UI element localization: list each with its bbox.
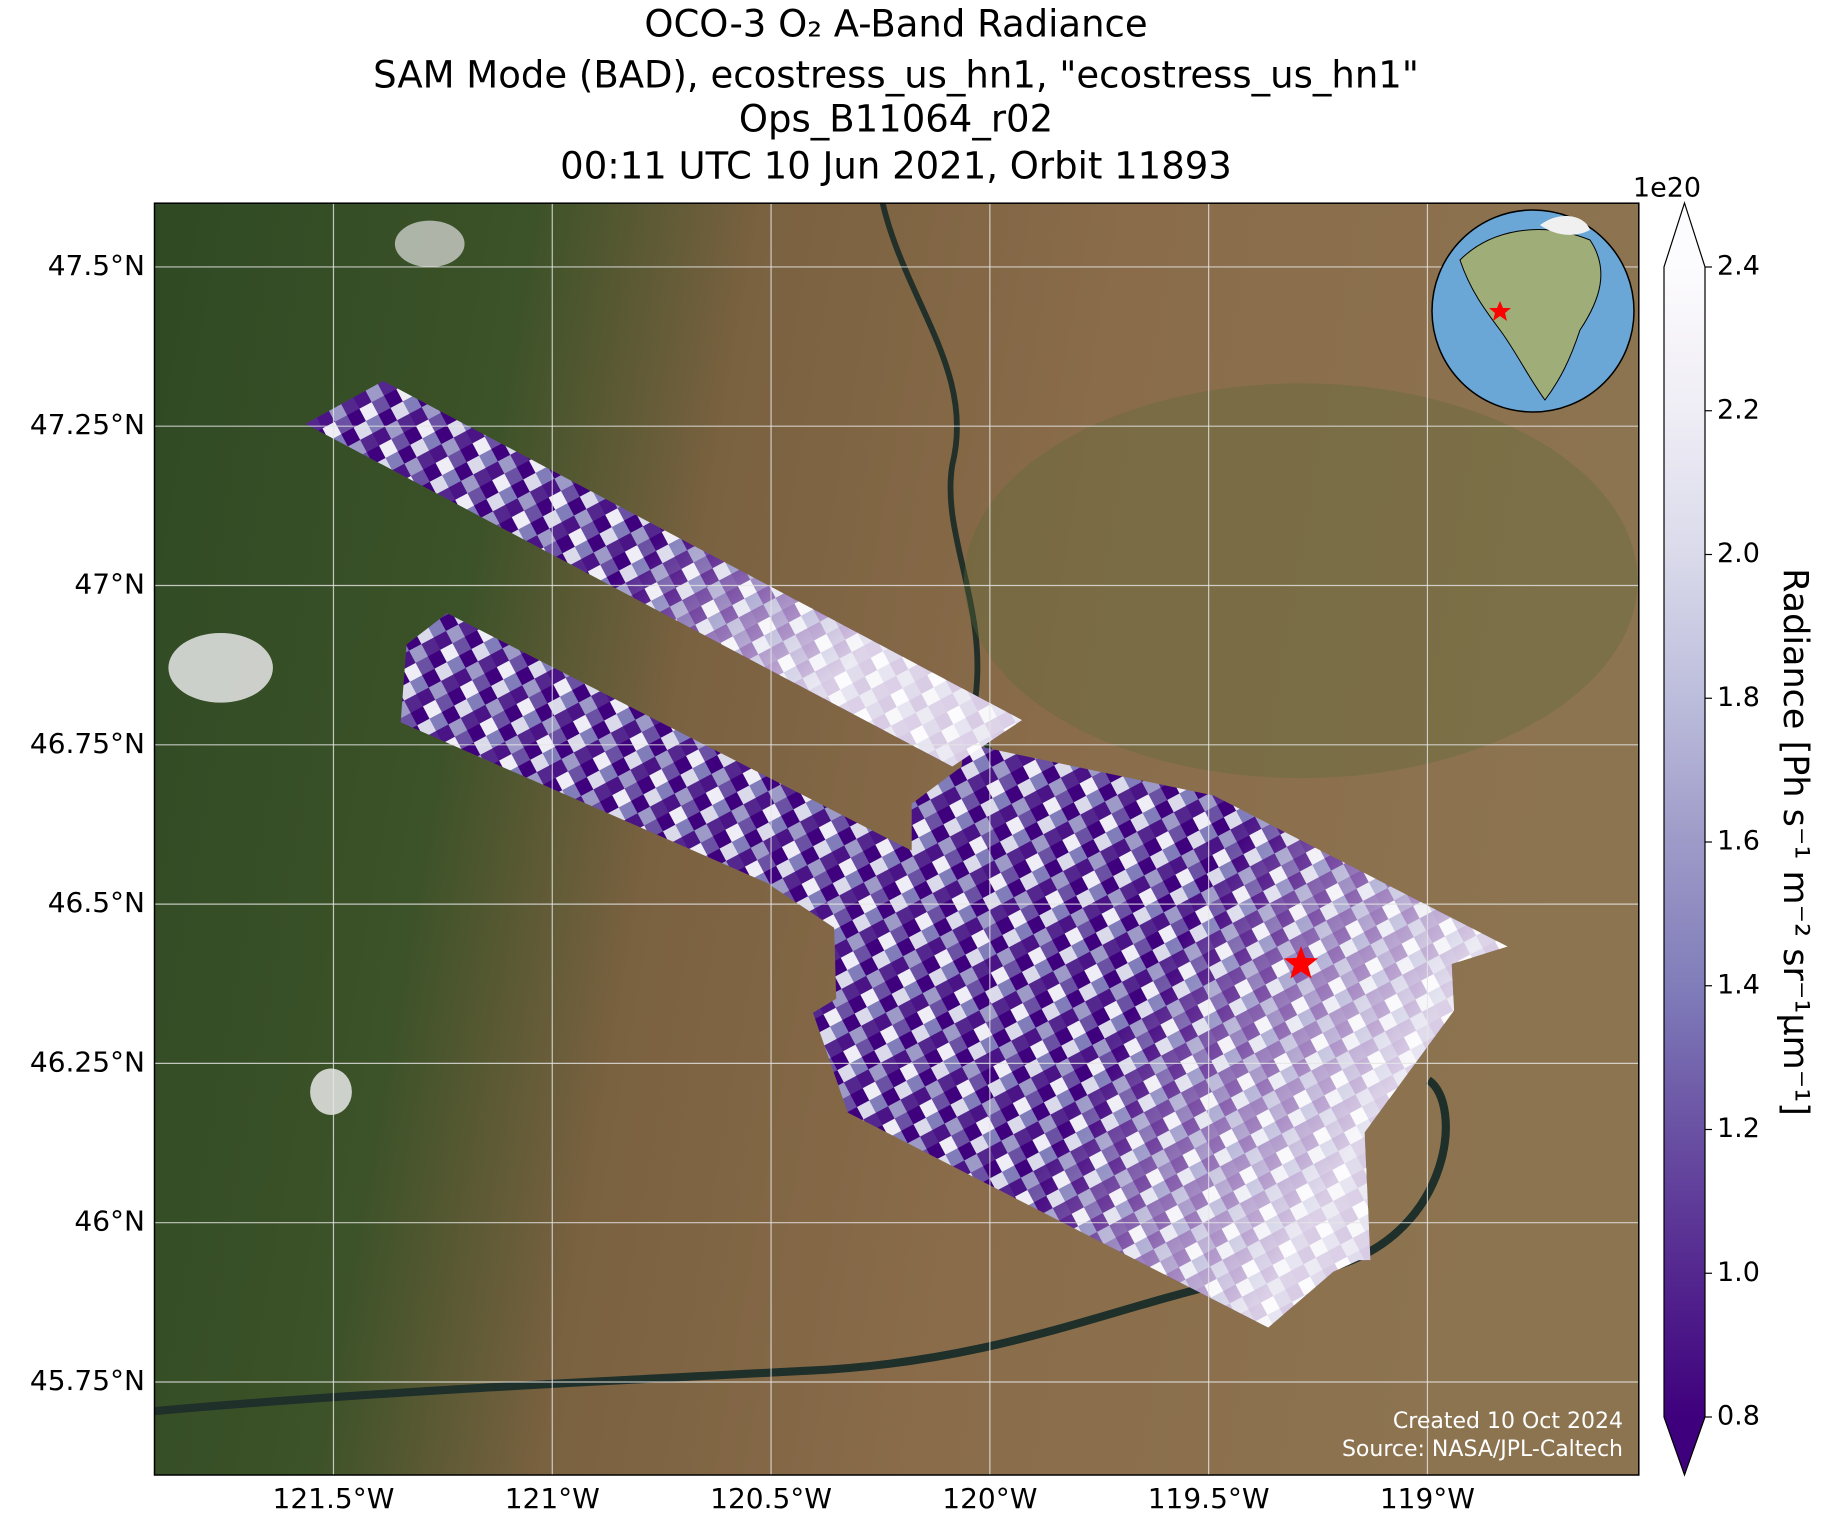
swaths — [305, 380, 1508, 1328]
title-line: 00:11 UTC 10 Jun 2021, Orbit 11893 — [560, 145, 1232, 188]
y-tick-label: 46.25°N — [30, 1045, 145, 1078]
x-tick-label: 119°W — [1380, 1482, 1475, 1515]
y-tick-label: 46°N — [74, 1205, 145, 1238]
title-line: OCO-3 O₂ A-Band Radiance — [644, 3, 1147, 46]
title-line: Ops_B11064_r02 — [739, 98, 1053, 141]
colorbar-label: Radiance [Ph s⁻¹ m⁻² sr⁻¹µm⁻¹] — [1775, 568, 1815, 1116]
colorbar-tick-label: 0.8 — [1717, 1401, 1760, 1432]
x-tick-label: 120°W — [942, 1482, 1037, 1515]
x-tick-label: 120.5°W — [710, 1482, 832, 1515]
colorbar-tick-label: 1.6 — [1717, 826, 1760, 857]
x-tick-label: 121.5°W — [273, 1482, 395, 1515]
credit: Created 10 Oct 2024 — [1393, 1409, 1623, 1434]
colorbar: 0.8 1.0 1.2 1.4 1.6 1.8 2.0 2.2 2.4 1e20 Radiance … — [1633, 173, 1815, 1477]
colorbar-tick-label: 1.0 — [1717, 1257, 1760, 1288]
colorbar-tick-label: 2.2 — [1717, 394, 1760, 425]
y-tick-label: 46.75°N — [30, 727, 145, 760]
map — [154, 203, 1639, 1476]
y-tick-label: 47.5°N — [48, 249, 145, 282]
colorbar-gradient — [1664, 267, 1705, 1417]
y-tick-label: 47.25°N — [30, 408, 145, 441]
colorbar-tick-label: 2.0 — [1717, 538, 1760, 569]
x-tick-label: 119.5°W — [1148, 1482, 1270, 1515]
colorbar-tick-label: 2.4 — [1717, 251, 1760, 282]
globe-inset — [1431, 209, 1635, 413]
credit: Source: NASA/JPL-Caltech — [1342, 1437, 1623, 1462]
colorbar-tick-label: 1.8 — [1717, 682, 1760, 713]
basemap-features — [154, 203, 1638, 1416]
colorbar-exponent: 1e20 — [1633, 173, 1701, 204]
y-tick-label: 47°N — [74, 568, 145, 601]
map-frame — [153, 202, 1640, 1476]
title-line: SAM Mode (BAD), ecostress_us_hn1, "ecost… — [373, 54, 1419, 97]
y-tick-label: 45.75°N — [30, 1364, 145, 1397]
colorbar-tick-label: 1.4 — [1717, 969, 1760, 1000]
y-tick-label: 46.5°N — [48, 886, 145, 919]
colorbar-extend-max — [1664, 203, 1705, 267]
target-star — [1283, 946, 1319, 979]
colorbar-extend-min — [1664, 1417, 1705, 1475]
x-tick-label: 121°W — [505, 1482, 600, 1515]
colorbar-tick-label: 1.2 — [1717, 1113, 1760, 1144]
